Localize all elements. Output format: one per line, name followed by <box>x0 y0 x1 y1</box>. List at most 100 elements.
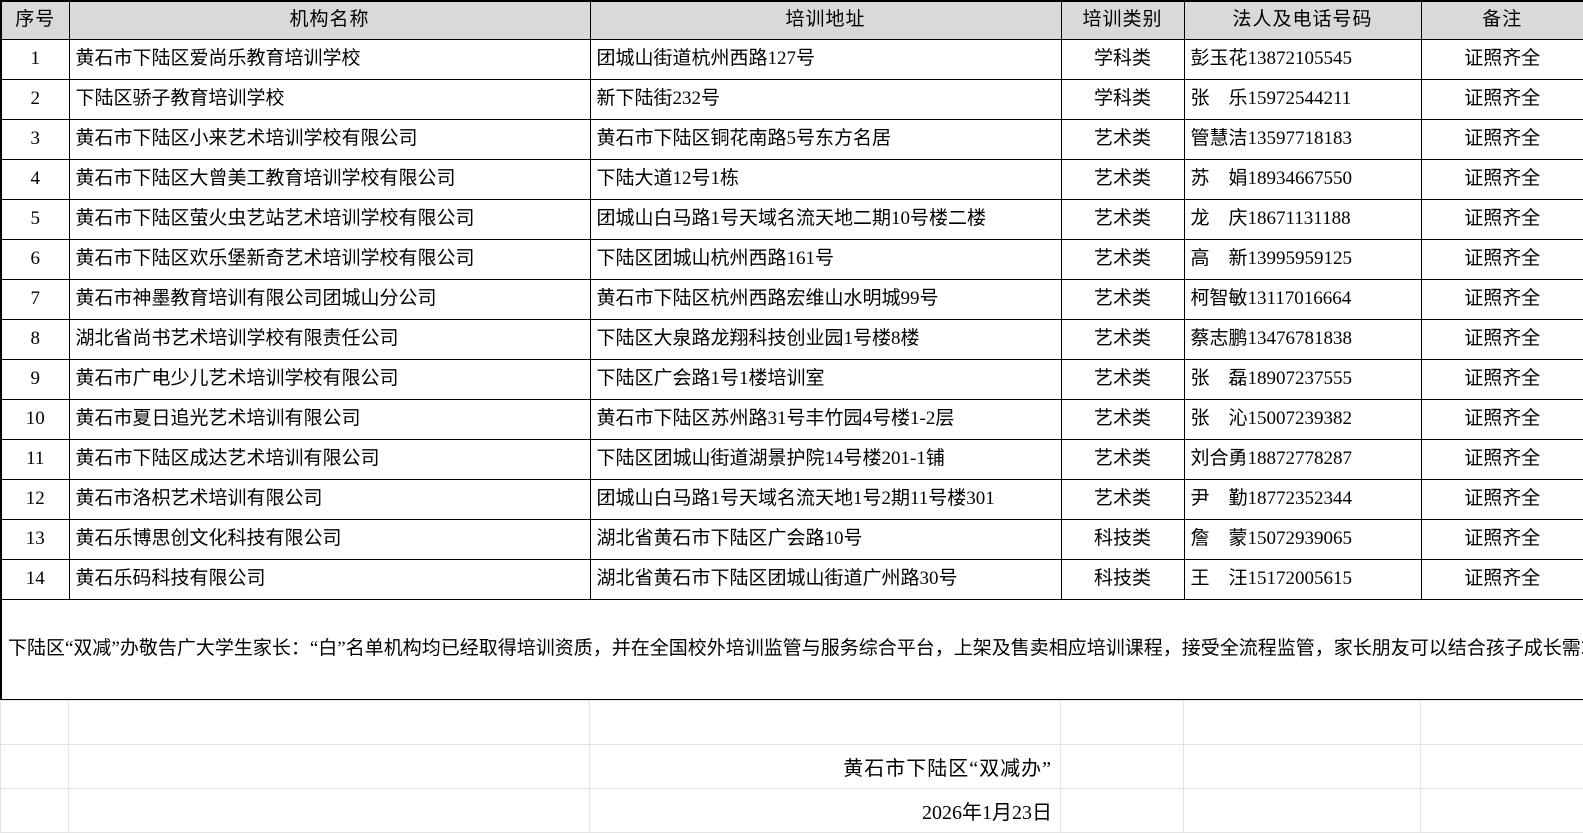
blank-cell <box>69 788 590 832</box>
cell-note: 证照齐全 <box>1421 79 1583 119</box>
cell-note: 证照齐全 <box>1421 319 1583 359</box>
cell-category: 艺术类 <box>1061 279 1184 319</box>
blank-cell <box>1184 788 1421 832</box>
cell-index: 11 <box>1 439 69 479</box>
cell-index: 2 <box>1 79 69 119</box>
blank-cell <box>1061 700 1184 744</box>
cell-legal-contact: 龙 庆18671131188 <box>1184 199 1421 239</box>
cell-note: 证照齐全 <box>1421 119 1583 159</box>
cell-note: 证照齐全 <box>1421 439 1583 479</box>
signature-organization: 黄石市下陆区“双减办” <box>590 744 1061 788</box>
cell-category: 艺术类 <box>1061 199 1184 239</box>
blank-cell <box>1 744 69 788</box>
cell-legal-contact: 苏 娟18934667550 <box>1184 159 1421 199</box>
cell-institution-name: 黄石市洛枳艺术培训有限公司 <box>69 479 590 519</box>
cell-category: 艺术类 <box>1061 319 1184 359</box>
cell-index: 4 <box>1 159 69 199</box>
cell-legal-contact: 柯智敏13117016664 <box>1184 279 1421 319</box>
cell-note: 证照齐全 <box>1421 199 1583 239</box>
column-header-legal: 法人及电话号码 <box>1184 1 1421 39</box>
cell-address: 下陆大道12号1栋 <box>590 159 1061 199</box>
cell-institution-name: 黄石市神墨教育培训有限公司团城山分公司 <box>69 279 590 319</box>
cell-address: 团城山街道杭州西路127号 <box>590 39 1061 79</box>
column-header-address: 培训地址 <box>590 1 1061 39</box>
cell-address: 下陆区团城山杭州西路161号 <box>590 239 1061 279</box>
cell-address: 下陆区大泉路龙翔科技创业园1号楼8楼 <box>590 319 1061 359</box>
cell-institution-name: 黄石市下陆区欢乐堡新奇艺术培训学校有限公司 <box>69 239 590 279</box>
column-header-index: 序号 <box>1 1 69 39</box>
cell-institution-name: 黄石市下陆区小来艺术培训学校有限公司 <box>69 119 590 159</box>
column-header-note: 备注 <box>1421 1 1583 39</box>
cell-index: 10 <box>1 399 69 439</box>
cell-address: 团城山白马路1号天域名流天地二期10号楼二楼 <box>590 199 1061 239</box>
cell-institution-name: 黄石市下陆区大曾美工教育培训学校有限公司 <box>69 159 590 199</box>
table-header: 序号 机构名称 培训地址 培训类别 法人及电话号码 备注 <box>1 1 1583 39</box>
cell-institution-name: 黄石乐博思创文化科技有限公司 <box>69 519 590 559</box>
signature-date: 2026年1月23日 <box>590 788 1061 832</box>
cell-legal-contact: 张 乐15972544211 <box>1184 79 1421 119</box>
column-header-name: 机构名称 <box>69 1 590 39</box>
cell-category: 科技类 <box>1061 559 1184 599</box>
cell-address: 团城山白马路1号天域名流天地1号2期11号楼301 <box>590 479 1061 519</box>
cell-index: 12 <box>1 479 69 519</box>
cell-note: 证照齐全 <box>1421 479 1583 519</box>
cell-note: 证照齐全 <box>1421 39 1583 79</box>
blank-cell <box>590 700 1061 744</box>
cell-index: 3 <box>1 119 69 159</box>
cell-address: 湖北省黄石市下陆区广会路10号 <box>590 519 1061 559</box>
cell-category: 艺术类 <box>1061 359 1184 399</box>
cell-address: 下陆区团城山街道湖景护院14号楼201-1铺 <box>590 439 1061 479</box>
signature-grid-table: 黄石市下陆区“双减办” 2026年1月23日 <box>0 700 1583 833</box>
cell-category: 艺术类 <box>1061 119 1184 159</box>
notice-row: 下陆区“双减”办敬告广大学生家长：“白”名单机构均已经取得培训资质，并在全国校外… <box>1 599 1583 699</box>
cell-category: 科技类 <box>1061 519 1184 559</box>
cell-institution-name: 黄石市下陆区爱尚乐教育培训学校 <box>69 39 590 79</box>
cell-institution-name: 黄石市下陆区萤火虫艺站艺术培训学校有限公司 <box>69 199 590 239</box>
cell-note: 证照齐全 <box>1421 359 1583 399</box>
cell-legal-contact: 尹 勤18772352344 <box>1184 479 1421 519</box>
cell-note: 证照齐全 <box>1421 519 1583 559</box>
cell-legal-contact: 高 新13995959125 <box>1184 239 1421 279</box>
column-header-category: 培训类别 <box>1061 1 1184 39</box>
cell-address: 黄石市下陆区杭州西路宏维山水明城99号 <box>590 279 1061 319</box>
cell-legal-contact: 詹 蒙15072939065 <box>1184 519 1421 559</box>
cell-legal-contact: 王 汪15172005615 <box>1184 559 1421 599</box>
cell-institution-name: 黄石乐码科技有限公司 <box>69 559 590 599</box>
cell-legal-contact: 蔡志鹏13476781838 <box>1184 319 1421 359</box>
cell-address: 黄石市下陆区苏州路31号丰竹园4号楼1-2层 <box>590 399 1061 439</box>
cell-index: 5 <box>1 199 69 239</box>
cell-index: 13 <box>1 519 69 559</box>
blank-grid-area: 黄石市下陆区“双减办” 2026年1月23日 <box>0 700 1583 833</box>
cell-index: 8 <box>1 319 69 359</box>
cell-note: 证照齐全 <box>1421 159 1583 199</box>
cell-legal-contact: 彭玉花13872105545 <box>1184 39 1421 79</box>
blank-cell <box>1 700 69 744</box>
signature-date-row: 2026年1月23日 <box>1 788 1583 832</box>
cell-index: 9 <box>1 359 69 399</box>
cell-note: 证照齐全 <box>1421 239 1583 279</box>
blank-cell <box>1421 744 1583 788</box>
cell-category: 艺术类 <box>1061 159 1184 199</box>
cell-category: 学科类 <box>1061 79 1184 119</box>
blank-cell <box>1421 788 1583 832</box>
cell-index: 14 <box>1 559 69 599</box>
cell-address: 湖北省黄石市下陆区团城山街道广州路30号 <box>590 559 1061 599</box>
signature-org-row: 黄石市下陆区“双减办” <box>1 744 1583 788</box>
cell-note: 证照齐全 <box>1421 559 1583 599</box>
cell-category: 学科类 <box>1061 39 1184 79</box>
cell-legal-contact: 管慧洁13597718183 <box>1184 119 1421 159</box>
notice-text: 下陆区“双减”办敬告广大学生家长：“白”名单机构均已经取得培训资质，并在全国校外… <box>1 599 1583 699</box>
blank-row <box>1 700 1583 744</box>
blank-cell <box>1061 744 1184 788</box>
cell-category: 艺术类 <box>1061 439 1184 479</box>
cell-institution-name: 黄石市夏日追光艺术培训有限公司 <box>69 399 590 439</box>
